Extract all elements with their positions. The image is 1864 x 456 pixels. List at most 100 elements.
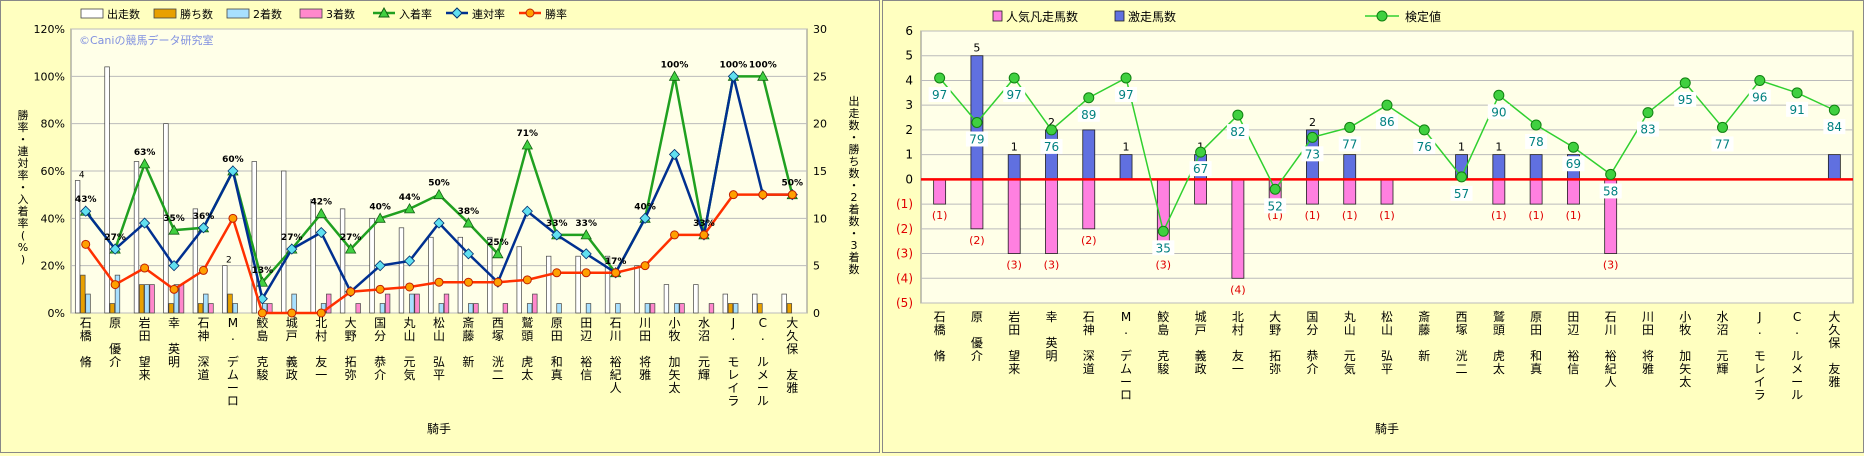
x-tick-label-char: 斎: [462, 315, 474, 330]
bar-勝ち数: [139, 284, 145, 314]
x-tick-label-char: ロ: [1120, 388, 1132, 402]
point-検定値: [1418, 124, 1430, 136]
x-tick-label-char: 将: [1642, 349, 1654, 363]
y-tick-label: (1): [896, 197, 913, 211]
x-tick-label-char: 望: [1008, 349, 1020, 363]
positive-count-label: 2: [1309, 116, 1316, 129]
legend-label: 激走馬数: [1128, 9, 1176, 24]
x-tick-label-char: 丸: [1344, 310, 1356, 324]
x-tick-label-char: ル: [1791, 388, 1803, 402]
right-tick-label: 15: [813, 165, 827, 178]
x-tick-label-char: 弥: [1269, 361, 1281, 376]
x-axis-label: 騎手: [1375, 422, 1399, 436]
data-label-検定値: 69: [1566, 157, 1581, 171]
data-label-入着率: 42%: [310, 198, 332, 208]
bar-人気凡走馬数: [1082, 178, 1096, 230]
bar-出走数: [222, 265, 228, 314]
x-tick-label-char: 保: [1828, 336, 1840, 350]
legend-label: 勝ち数: [180, 7, 213, 21]
bar-出走数: [133, 161, 140, 314]
x-tick-label-char: 裕: [1605, 348, 1617, 363]
bar-3着数: [649, 303, 656, 314]
point-検定値: [1195, 146, 1207, 158]
bar-出走数: [251, 161, 257, 314]
data-label-入着率: 33%: [693, 219, 715, 229]
point-検定値: [1605, 168, 1617, 180]
left-axis-label-char: 勝: [18, 108, 29, 122]
point-勝率: [405, 282, 415, 292]
point-入着率: [345, 243, 357, 254]
right-tick-label: 30: [813, 23, 827, 36]
x-tick-label-char: 川: [610, 329, 622, 343]
x-tick-label-char: モ: [727, 355, 739, 369]
legend-marker: [378, 6, 390, 18]
x-tick-label-char: デ: [227, 354, 239, 369]
x-tick-label-char: ル: [757, 355, 769, 369]
bar-出走数: [663, 284, 670, 314]
data-label-検定値: 77: [1715, 137, 1730, 151]
x-tick-label-char: 鷲: [521, 316, 533, 330]
point-勝率: [316, 308, 326, 318]
point-連対率: [580, 248, 592, 260]
data-label-検定値: 86: [1379, 115, 1394, 129]
x-tick-label-char: 平: [433, 368, 445, 382]
point-入着率: [168, 224, 180, 235]
point-勝率: [110, 280, 120, 290]
bar-出走数: [546, 255, 552, 314]
point-勝率: [699, 230, 709, 240]
x-tick-label-char: 洸: [492, 355, 504, 369]
x-tick-label-char: 弥: [345, 367, 357, 382]
bar-出走数: [575, 255, 581, 314]
x-tick-label-char: C: [1793, 310, 1801, 324]
x-tick-label-char: ル: [757, 394, 769, 408]
negative-count-label: (1): [1528, 209, 1544, 222]
x-tick-label-char: 石: [934, 310, 946, 324]
point-検定値: [1567, 141, 1579, 153]
x-tick-label-char: 田: [1530, 323, 1542, 337]
x-tick-label-char: 一: [1232, 362, 1244, 376]
x-tick-label-char: 政: [1195, 362, 1207, 376]
x-tick-label-char: 人: [1605, 375, 1617, 389]
x-tick-label-char: 弘: [433, 355, 445, 369]
x-tick-label-char: 島: [256, 328, 268, 343]
bar-2着数: [556, 303, 562, 314]
left-tick-label: 60%: [41, 165, 65, 178]
data-label-検定値: 91: [1789, 103, 1804, 117]
x-tick-label-char: 裕: [610, 354, 622, 369]
negative-count-label: (1): [1491, 209, 1507, 222]
bar-勝ち数: [168, 303, 174, 314]
x-tick-label-char: デ: [1120, 348, 1132, 363]
point-勝率: [81, 239, 91, 249]
x-tick-label-char: 介: [374, 368, 386, 382]
right-axis-label: 出走数・勝ち数・2着数・3着数: [849, 94, 860, 276]
x-tick-label-char: 来: [1008, 362, 1020, 376]
data-label-入着率: 60%: [222, 155, 244, 165]
right-axis-label-char: ・: [849, 131, 860, 144]
x-tick-label-char: 沼: [1717, 323, 1729, 337]
bar-出走数: [693, 284, 699, 314]
point-勝率: [493, 277, 503, 287]
x-tick-label-char: 元: [1717, 349, 1729, 363]
x-tick-label-char: 牧: [669, 329, 681, 343]
data-label-bg: [1562, 156, 1585, 172]
bar-出走数: [339, 208, 346, 314]
legend-label: 2着数: [253, 7, 282, 21]
x-tick-label-char: 山: [404, 329, 416, 343]
data-label-入着率: 100%: [719, 60, 747, 70]
bar-人気凡走馬数: [1007, 178, 1021, 254]
data-label-検定値: 76: [1044, 140, 1059, 154]
x-tick-label-char: 克: [256, 355, 268, 369]
bar-激走馬数: [1492, 154, 1506, 180]
right-tick-label: 0: [813, 307, 820, 320]
